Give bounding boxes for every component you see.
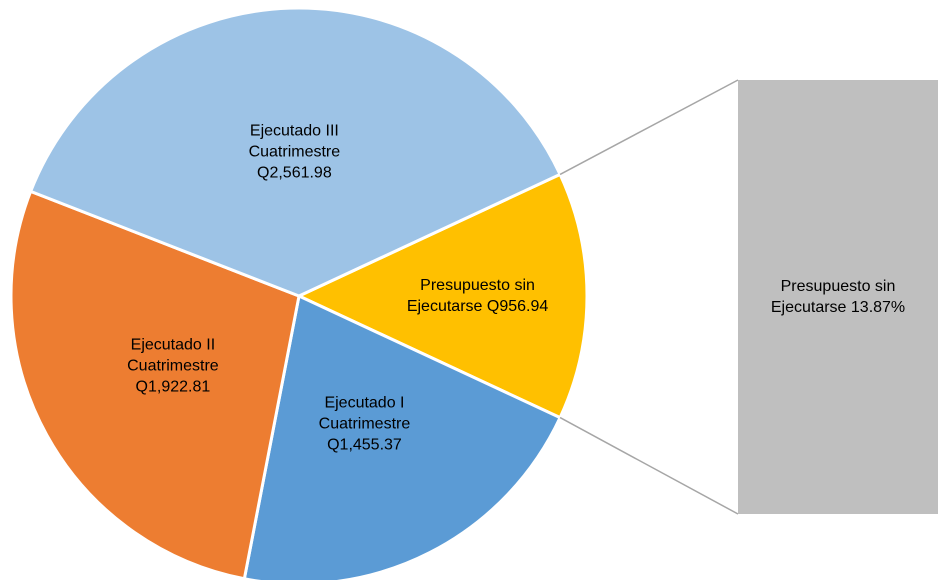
label-value: Q1,455.37 (327, 436, 402, 454)
label-name: Ejecutado III Cuatrimestre (248, 122, 341, 161)
bar-label: Presupuesto sin Ejecutarse 13.87% (771, 276, 906, 318)
pie-slice (9, 189, 301, 580)
label-value: Q956.94 (486, 298, 549, 315)
label-value: Q2,561.98 (257, 164, 332, 182)
pie-slice (28, 6, 563, 298)
label-value: Q1,922.81 (135, 378, 211, 396)
label-name: Ejecutado II Cuatrimestre (127, 336, 219, 375)
connector-line (559, 79, 739, 176)
slice-label: Ejecutado II Cuatrimestre Q1,922.81 (110, 334, 235, 397)
connector-line (559, 416, 739, 515)
pie-slice (295, 172, 589, 420)
label-name: Ejecutado I Cuatrimestre (318, 394, 411, 433)
slice-label: Ejecutado III Cuatrimestre Q2,561.98 (232, 121, 357, 184)
pie-slice (242, 293, 563, 580)
label-value: 13.87% (850, 299, 906, 316)
bar (738, 80, 938, 514)
label-name: Presupuesto sin Ejecutarse (770, 278, 896, 316)
slice-label: Ejecutado I Cuatrimestre Q1,455.37 (302, 393, 427, 456)
label-name: Presupuesto sin Ejecutarse (406, 277, 535, 315)
slice-label: Presupuesto sin Ejecutarse Q956.94 (393, 275, 563, 317)
